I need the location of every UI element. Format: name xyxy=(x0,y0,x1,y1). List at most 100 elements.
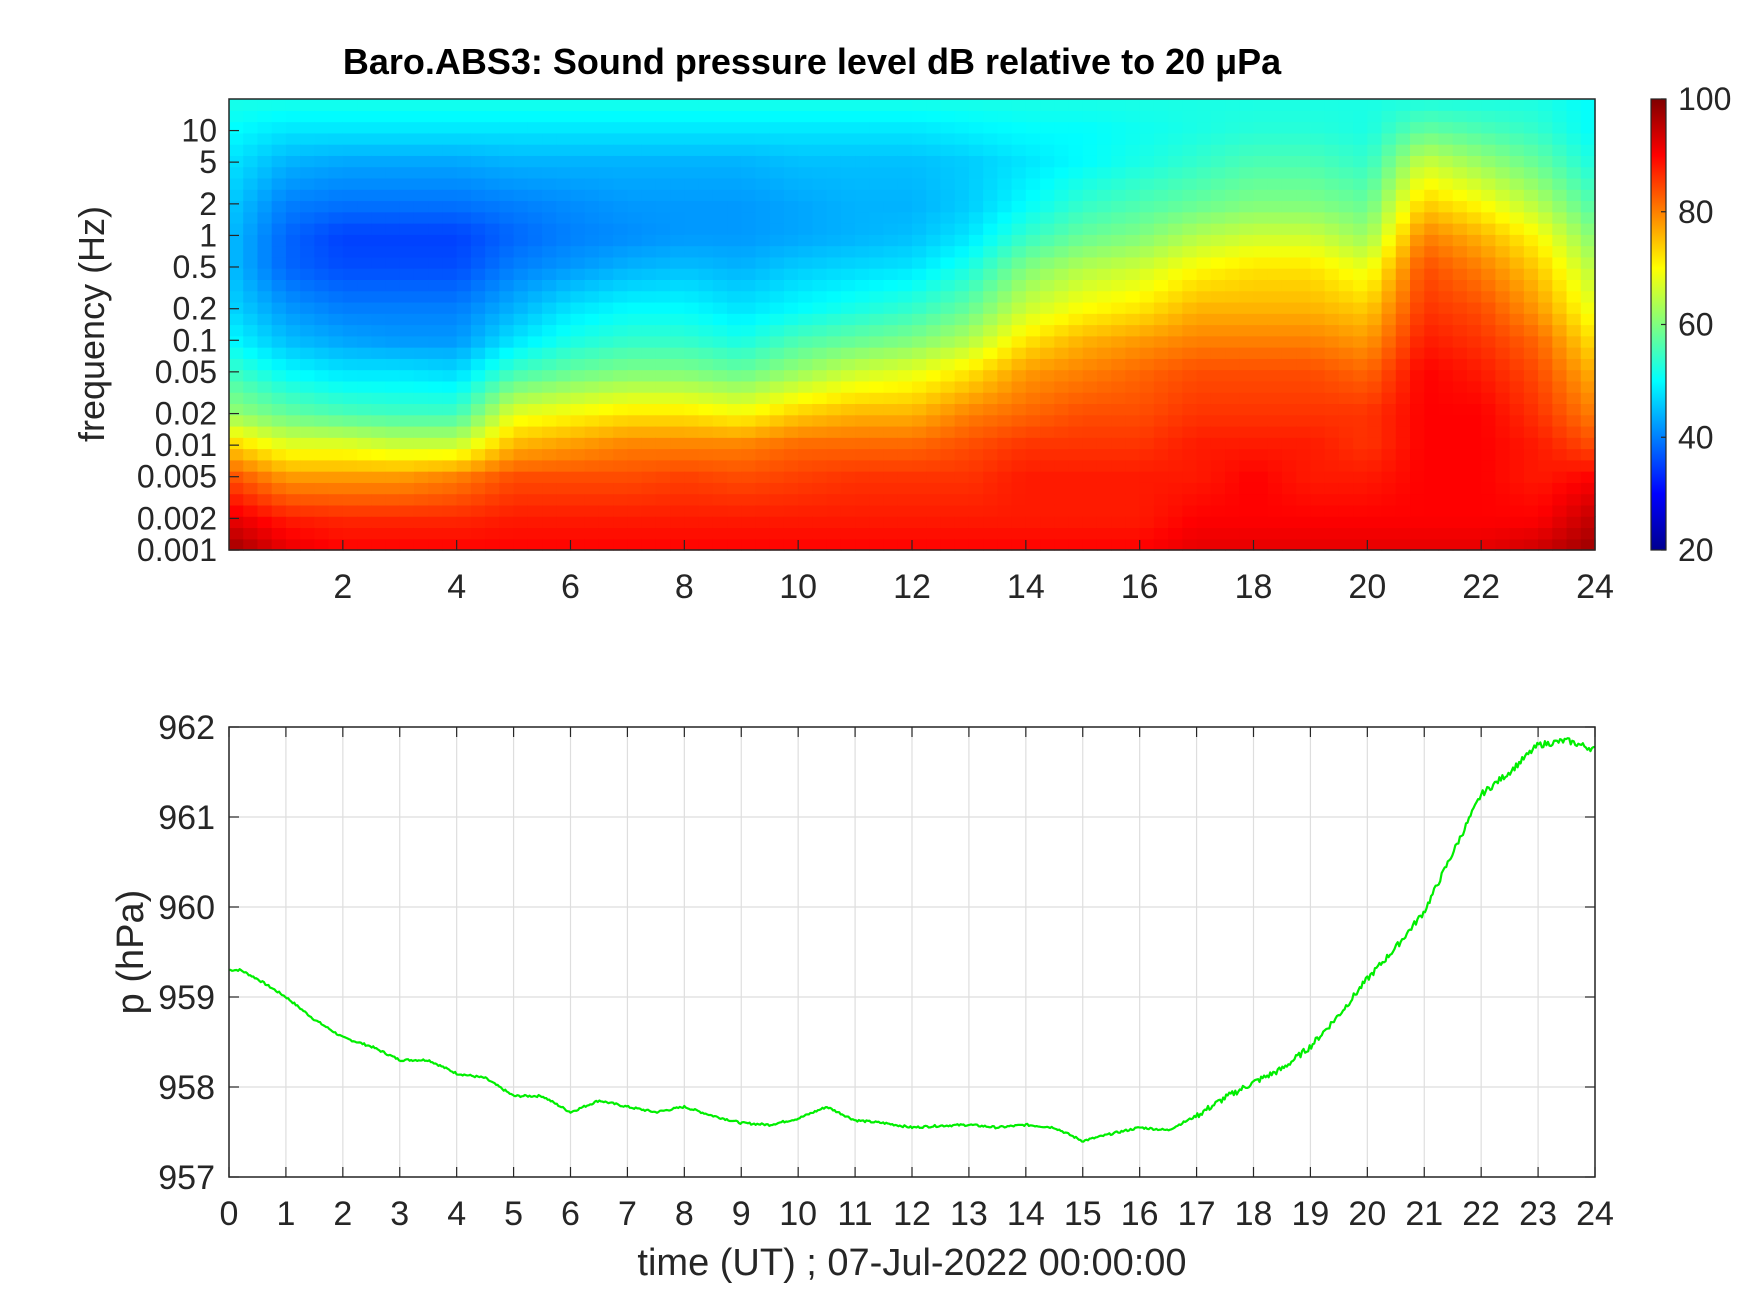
spectrogram-cell xyxy=(470,403,486,416)
spectrogram-cell xyxy=(1395,448,1411,461)
spectrogram-cell xyxy=(1210,538,1226,551)
spectrogram-cell xyxy=(542,256,557,269)
spectrogram-cell xyxy=(1054,392,1070,405)
spectrogram-cell xyxy=(883,324,899,337)
spectrogram-cell xyxy=(499,121,515,134)
spectrogram-cell xyxy=(727,414,742,427)
spectrogram-cell xyxy=(1481,482,1496,495)
spectrogram-cell xyxy=(855,301,870,314)
spectrogram-cell xyxy=(769,369,785,382)
spectrogram-cell xyxy=(655,482,671,495)
spectrogram-cell xyxy=(1025,380,1041,393)
spectrogram-cell xyxy=(1452,504,1468,517)
spectrogram-cell xyxy=(897,448,913,461)
spectrogram-cell xyxy=(584,403,600,416)
spectrogram-cell xyxy=(1210,403,1226,416)
spectrogram-cell xyxy=(712,245,728,258)
spectrogram-cell xyxy=(428,155,444,168)
spectrogram-cell xyxy=(1381,482,1397,495)
spectrogram-cell xyxy=(1168,234,1183,247)
spectrogram-cell xyxy=(1410,538,1425,551)
spectrogram-cell xyxy=(1068,189,1084,202)
spectrogram-cell xyxy=(513,234,529,247)
spectrogram-cell xyxy=(997,482,1013,495)
spectrogram-cell xyxy=(1395,110,1411,123)
spectrogram-cell xyxy=(1580,121,1596,134)
spectrogram-cell xyxy=(869,538,885,551)
spectrogram-cell xyxy=(1395,459,1411,472)
spectrogram-cell xyxy=(655,335,671,348)
spectrogram-cell xyxy=(1225,301,1240,314)
spectrogram-cell xyxy=(613,324,629,337)
spectrogram-cell xyxy=(1196,211,1212,224)
spectrogram-cell xyxy=(983,482,998,495)
spectrogram-cell xyxy=(527,380,543,393)
spectrogram-cell xyxy=(1466,425,1482,438)
spectrogram-cell xyxy=(570,256,586,269)
spectrogram-cell xyxy=(1196,527,1212,540)
spectrogram-cell xyxy=(428,493,444,506)
spectrogram-cell xyxy=(399,301,415,314)
spectrogram-cell xyxy=(1523,425,1539,438)
spectrogram-cell xyxy=(342,144,358,156)
spectrogram-cell xyxy=(1466,268,1482,280)
spectrogram-cell xyxy=(1367,437,1383,450)
spectrogram-cell xyxy=(1466,538,1482,551)
spectrogram-cell xyxy=(698,425,714,438)
spectrogram-cell xyxy=(1153,211,1169,224)
spectrogram-cell xyxy=(613,200,629,213)
spectrogram-cell xyxy=(869,324,885,337)
spectrogram-cell xyxy=(727,538,742,551)
spectrogram-cell xyxy=(997,516,1013,529)
spectrogram-cell xyxy=(1438,482,1454,495)
spectrogram-cell xyxy=(342,538,358,551)
spectrogram-cell xyxy=(1111,403,1127,416)
spectrogram-cell xyxy=(570,471,586,483)
spectrogram-cell xyxy=(954,132,970,145)
spectrogram-cell xyxy=(983,279,998,292)
spectrogram-cell xyxy=(954,211,970,224)
spectrogram-cell xyxy=(485,335,500,348)
spectrogram-cell xyxy=(1324,380,1340,393)
spectrogram-cell xyxy=(769,324,785,337)
spectrogram-cell xyxy=(1040,110,1055,123)
spectrogram-cell xyxy=(1424,414,1440,427)
spectrogram-cell xyxy=(926,155,942,168)
spectrogram-cell xyxy=(1410,313,1425,326)
spectrogram-cell xyxy=(1068,358,1084,371)
spectrogram-cell xyxy=(684,471,700,483)
spectrogram-cell xyxy=(712,121,728,134)
spectrogram-cell xyxy=(257,132,273,145)
spectrogram-cell xyxy=(1424,166,1440,179)
spectrogram-cell xyxy=(243,392,259,405)
spectrogram-cell xyxy=(1424,301,1440,314)
spectrogram-cell xyxy=(1054,347,1070,359)
spectrogram-cell xyxy=(1068,527,1084,540)
spectrogram-cell xyxy=(1324,504,1340,517)
spectrogram-cell xyxy=(926,200,942,213)
spectrogram-cell xyxy=(712,166,728,179)
spectrogram-cell xyxy=(1296,403,1312,416)
spectrogram-cell xyxy=(1196,324,1212,337)
spectrogram-cell xyxy=(1281,414,1297,427)
spectrogram-cell xyxy=(912,132,927,145)
spectrogram-cell xyxy=(470,448,486,461)
spectrogram-cell xyxy=(442,437,458,450)
spectrogram-cell xyxy=(997,245,1013,258)
spectrogram-cell xyxy=(1438,290,1454,303)
spectrogram-cell xyxy=(727,301,742,314)
spectrogram-cell xyxy=(1538,99,1553,111)
spectrogram-cell xyxy=(954,200,970,213)
spectrogram-cell xyxy=(968,132,984,145)
spectrogram-cell xyxy=(1538,256,1553,269)
spectrogram-cell xyxy=(257,166,273,179)
spectrogram-cell xyxy=(826,324,842,337)
spectrogram-cell xyxy=(243,527,259,540)
spectrogram-cell xyxy=(499,290,515,303)
spectrogram-cell xyxy=(812,290,828,303)
spectrogram-cell xyxy=(371,347,387,359)
spectrogram-cell xyxy=(229,121,244,134)
spectrogram-cell xyxy=(655,437,671,450)
spectrogram-cell xyxy=(556,414,572,427)
spectrogram-cell xyxy=(641,459,657,472)
